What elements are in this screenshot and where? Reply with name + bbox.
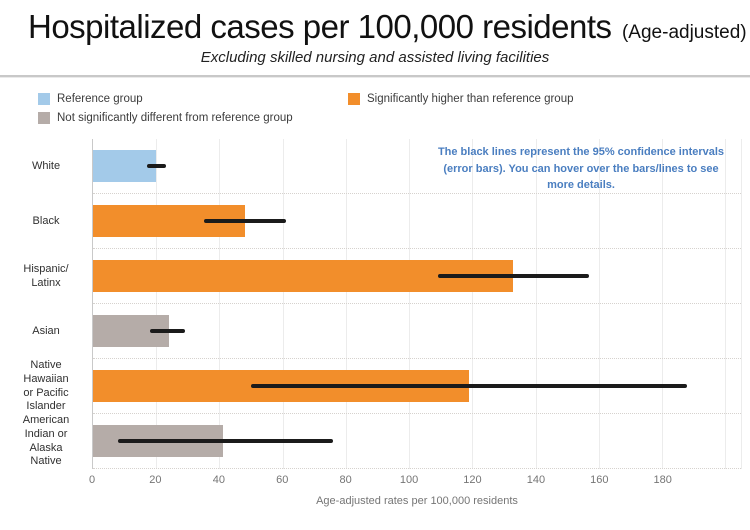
title-text: Hospitalized cases per 100,000 residents — [28, 8, 612, 45]
chart-row — [93, 194, 741, 249]
plot-area: The black lines represent the 95% confid… — [92, 139, 742, 469]
x-tick-label: 20 — [149, 474, 162, 486]
x-tick-label: 40 — [212, 474, 225, 486]
x-tick-label: 140 — [526, 474, 546, 486]
category-label: Black — [32, 214, 60, 227]
legend-swatch-not-significant — [38, 112, 50, 124]
chart-row — [93, 359, 741, 414]
chart-row — [93, 304, 741, 359]
bar-chart: White Black Hispanic/ Latinx Asian Native Ha… — [0, 139, 750, 469]
gridline-180 — [661, 139, 663, 469]
chart-row — [93, 139, 741, 194]
chart-row — [93, 414, 741, 469]
legend-item-significantly-higher[interactable]: Significantly higher than reference grou… — [348, 93, 574, 105]
legend: Reference group Not significantly differ… — [0, 91, 750, 137]
error-bar[interactable] — [251, 384, 688, 388]
legend-label: Reference group — [57, 93, 143, 105]
legend-label: Significantly higher than reference grou… — [367, 93, 574, 105]
gridline-120 — [472, 139, 474, 469]
gridline-20 — [156, 139, 158, 469]
page-title: Hospitalized cases per 100,000 residents… — [0, 8, 750, 46]
gridline-40 — [219, 139, 221, 469]
legend-swatch-higher — [348, 93, 360, 105]
legend-item-reference-group[interactable]: Reference group — [38, 93, 143, 105]
error-bar[interactable] — [146, 164, 166, 168]
x-axis-title: Age-adjusted rates per 100,000 residents — [316, 495, 518, 507]
y-axis-labels: White Black Hispanic/ Latinx Asian Native Ha… — [0, 139, 92, 469]
x-tick-label: 160 — [590, 474, 609, 486]
category-label: Asian — [32, 324, 60, 337]
x-tick-label: 0 — [88, 474, 96, 486]
title-suffix: (Age-adjusted) — [621, 22, 747, 43]
x-tick-label: 60 — [276, 474, 289, 486]
gridline-160 — [598, 139, 600, 469]
x-axis: 0 20 40 60 80 100 120 140 160 180 — [88, 474, 742, 489]
header-divider — [0, 75, 750, 78]
gridline-60 — [282, 139, 284, 469]
gridline-200 — [725, 139, 727, 469]
legend-label: Not significantly different from referen… — [57, 112, 293, 124]
error-bar[interactable] — [149, 329, 185, 333]
error-bar[interactable] — [437, 274, 590, 278]
x-tick-label: 180 — [653, 474, 672, 486]
header: Hospitalized cases per 100,000 residents… — [0, 0, 750, 78]
category-label: White — [31, 159, 61, 172]
x-tick-label: 80 — [339, 474, 352, 486]
page-subtitle: Excluding skilled nursing and assisted l… — [200, 49, 550, 66]
category-label: American Indian or Alaska Native — [22, 414, 70, 468]
x-tick-label: 100 — [399, 474, 419, 486]
confidence-interval-note: The black lines represent the 95% confid… — [437, 146, 725, 191]
legend-swatch-reference — [38, 93, 50, 105]
legend-item-not-significant[interactable]: Not significantly different from referen… — [38, 112, 293, 124]
bar[interactable] — [93, 150, 157, 182]
error-bar[interactable] — [203, 219, 286, 223]
gridline-140 — [535, 139, 537, 469]
gridline-80 — [345, 139, 347, 469]
gridline-100 — [409, 139, 411, 469]
error-bar[interactable] — [118, 439, 334, 443]
x-tick-label: 120 — [463, 474, 482, 486]
chart-row — [93, 249, 741, 304]
category-label: Hispanic/ Latinx — [23, 262, 69, 289]
category-label: Native Hawaiian or Pacific Islander — [23, 359, 69, 413]
